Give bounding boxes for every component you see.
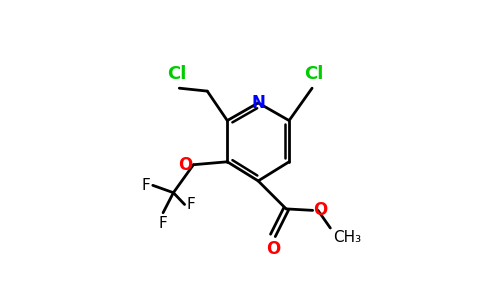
Text: O: O [178,156,192,174]
Text: F: F [187,197,196,212]
Text: F: F [159,216,167,231]
Text: Cl: Cl [304,65,323,83]
Text: O: O [313,201,328,219]
Text: CH₃: CH₃ [333,230,361,245]
Text: F: F [142,178,151,193]
Text: O: O [266,239,280,257]
Text: N: N [251,94,265,112]
Text: Cl: Cl [166,65,186,83]
